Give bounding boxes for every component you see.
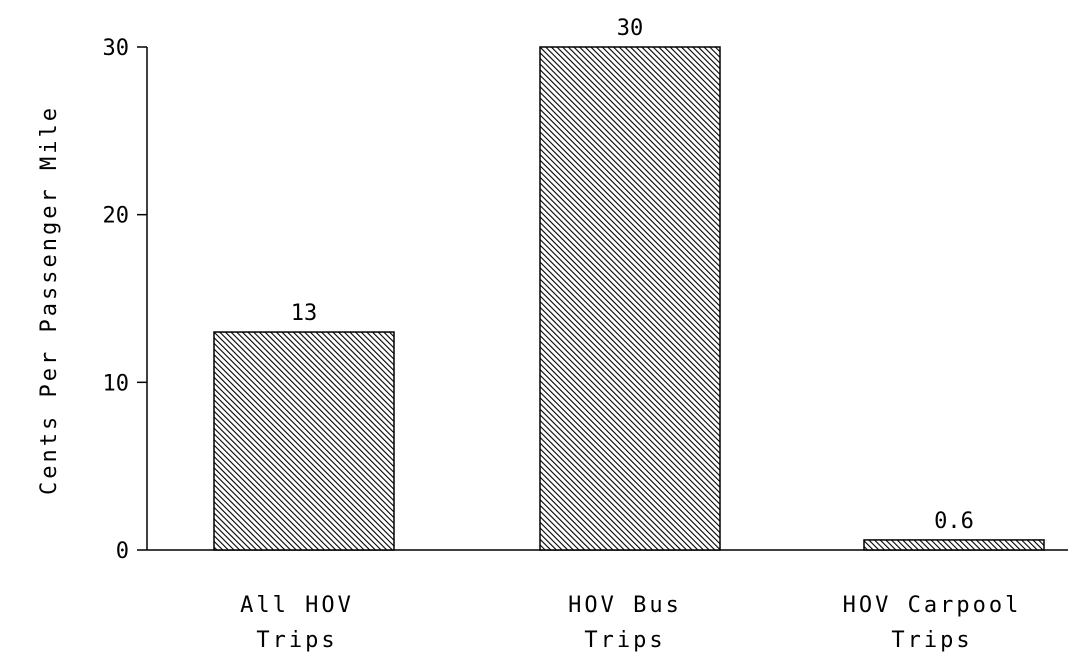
bar xyxy=(213,331,395,551)
bar-value-label: 30 xyxy=(617,16,644,41)
y-tick-label: 30 xyxy=(103,36,130,61)
y-tick-label: 20 xyxy=(103,204,130,229)
y-tick-label: 0 xyxy=(116,539,129,564)
x-category-label-line: Trips xyxy=(256,628,337,652)
x-category-label-line: All HOV xyxy=(240,593,354,618)
bar xyxy=(863,539,1045,551)
x-category-label-line: Trips xyxy=(584,628,665,652)
bar-value-label: 13 xyxy=(291,301,318,326)
y-axis-title: Cents Per Passenger Mile xyxy=(37,105,62,495)
x-category-label: All HOV Trips xyxy=(240,593,354,652)
bar-value-label: 0.6 xyxy=(934,509,974,534)
x-category-label-line: HOV Carpool xyxy=(843,593,1022,618)
bars xyxy=(213,46,1045,551)
x-category-label: HOV Carpool Trips xyxy=(843,593,1022,652)
x-category-label-line: HOV Bus xyxy=(568,593,682,618)
x-category-label: HOV Bus Trips xyxy=(568,593,682,652)
y-tick-label: 10 xyxy=(103,371,130,396)
x-category-label-line: Trips xyxy=(891,628,972,652)
bar xyxy=(539,46,721,551)
